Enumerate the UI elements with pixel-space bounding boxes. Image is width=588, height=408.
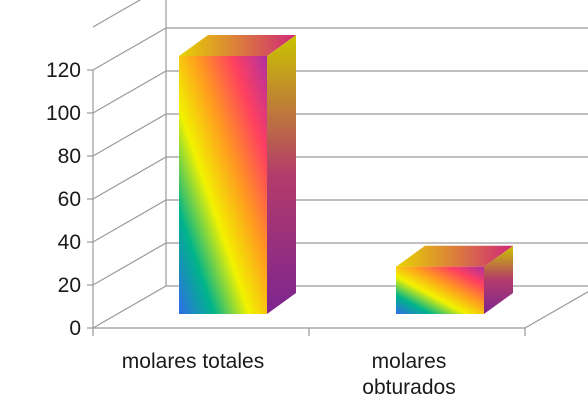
bar-front-face [396,266,484,314]
bar-side-face [267,35,296,314]
floor-right-edge [524,291,588,329]
bar-front-face [179,56,267,314]
y-tick-label: 120 [46,59,81,82]
gridline [92,199,588,243]
floor-back-edge [92,285,588,329]
bar [179,35,296,314]
gridline [92,113,588,157]
gridline [92,242,588,286]
label-layer: 0 20 40 60 80 100 120 molares totales molares obt… [46,59,456,399]
bar [396,245,513,314]
y-tick-label: 80 [58,145,81,168]
bar-side-face [484,245,513,314]
bar-top-face [396,245,513,267]
gridline [92,70,588,114]
gridline [92,156,588,200]
y-tick-label: 40 [58,231,81,254]
grid-layer [92,0,588,329]
y-tick-label: 100 [46,102,81,125]
bar-layer [179,35,513,314]
y-tick-label: 0 [69,317,81,340]
x-tick-label: molares totales [122,350,264,373]
y-tick-label: 60 [58,188,81,211]
axis-layer [87,69,526,336]
gridline [92,0,142,28]
x-tick-label: molares obturados [362,350,455,399]
gridline [92,27,588,71]
bar-top-face [179,35,296,56]
y-tick-label: 20 [58,274,81,297]
